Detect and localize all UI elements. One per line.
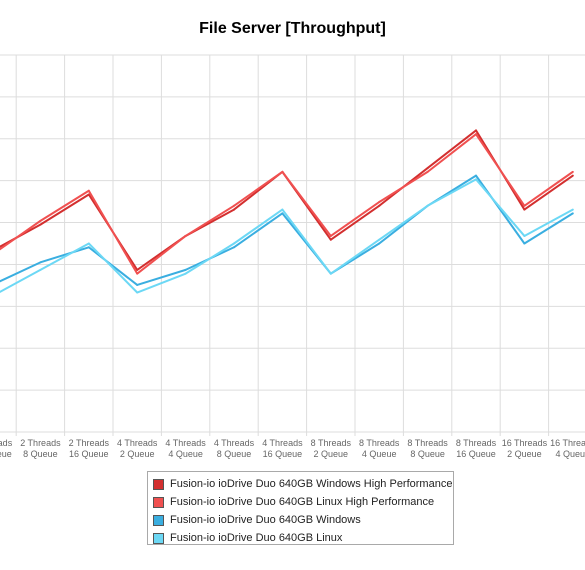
x-tick-label: 16 Queue (263, 449, 303, 459)
x-tick-label: 2 Queue (120, 449, 155, 459)
x-tick-label: 4 Threads (117, 438, 158, 448)
legend-swatch (153, 478, 164, 490)
data-point (39, 261, 42, 264)
data-point (87, 189, 90, 192)
x-tick-label: 4 Queue (362, 449, 397, 459)
data-point (523, 204, 526, 207)
data-point (426, 170, 429, 173)
x-tick-label: 8 Queue (217, 449, 252, 459)
x-tick-label: 8 Threads (407, 438, 448, 448)
data-point (523, 208, 526, 211)
x-tick-label: 8 Threads (456, 438, 497, 448)
data-point (378, 204, 381, 207)
data-point (281, 170, 284, 173)
data-point (39, 219, 42, 222)
data-point (87, 246, 90, 249)
x-tick-label: 2 Queue (507, 449, 542, 459)
data-point (233, 208, 235, 211)
x-tick-label: 16 Queue (69, 449, 109, 459)
chart-legend: Fusion-io ioDrive Duo 640GB Windows High… (147, 471, 454, 545)
legend-label: Fusion-io ioDrive Duo 640GB Linux (170, 532, 343, 544)
data-point (378, 238, 381, 241)
data-point (378, 201, 381, 204)
x-tick-label: 8 Threads (359, 438, 400, 448)
data-point (571, 208, 574, 211)
data-point (329, 234, 332, 237)
data-point (87, 193, 90, 196)
data-point (523, 234, 526, 237)
x-tick-label: 4 Queue (556, 449, 585, 459)
data-point (233, 204, 235, 207)
data-point (475, 133, 477, 136)
legend-swatch (153, 496, 164, 508)
data-point (184, 234, 187, 237)
data-point (184, 272, 187, 275)
data-point (39, 268, 42, 271)
data-point (426, 204, 429, 207)
x-tick-label: 8 Queue (410, 449, 445, 459)
data-point (571, 170, 574, 173)
x-tick-label: 8 Threads (311, 438, 352, 448)
data-point (571, 212, 574, 215)
data-point (136, 283, 139, 286)
x-tick-label: 1 Threads (0, 438, 13, 448)
data-point (136, 291, 139, 294)
x-tick-label: 8 Queue (23, 449, 58, 459)
chart-title: File Server [Throughput] (199, 20, 386, 37)
data-point (184, 268, 187, 271)
data-point (39, 223, 42, 226)
x-tick-label: 16 Queue (456, 449, 496, 459)
data-point (475, 178, 477, 181)
legend-item: Fusion-io ioDrive Duo 640GB Windows (153, 511, 453, 529)
x-tick-label: 2 Queue (314, 449, 349, 459)
data-point (426, 167, 429, 170)
data-point (475, 174, 477, 177)
data-point (523, 242, 526, 245)
data-point (87, 242, 90, 245)
x-tick-label: 4 Threads (262, 438, 303, 448)
data-point (329, 238, 332, 241)
data-point (571, 174, 574, 177)
x-tick-label: 4 Queue (168, 449, 203, 459)
x-tick-label: 4 Threads (214, 438, 255, 448)
data-point (233, 242, 235, 245)
data-point (136, 272, 139, 275)
legend-item: Fusion-io ioDrive Duo 640GB Linux High P… (153, 493, 453, 511)
legend-label: Fusion-io ioDrive Duo 640GB Linux High P… (170, 496, 435, 508)
x-tick-label: 16 Threads (550, 438, 585, 448)
series-line-2 (0, 133, 574, 275)
data-point (475, 129, 477, 132)
x-tick-label: 4 Threads (165, 438, 206, 448)
data-point (233, 246, 235, 249)
data-point (136, 268, 139, 271)
legend-swatch (153, 532, 164, 544)
data-point (329, 272, 332, 275)
x-tick-label: 16 Queue (0, 449, 12, 459)
legend-item: Fusion-io ioDrive Duo 640GB Linux (153, 529, 453, 547)
data-point (281, 208, 284, 211)
legend-label: Fusion-io ioDrive Duo 640GB Windows High… (170, 478, 453, 490)
legend-swatch (153, 514, 164, 526)
data-point (378, 242, 381, 245)
legend-item: Fusion-io ioDrive Duo 640GB Windows High… (153, 475, 453, 493)
legend-label: Fusion-io ioDrive Duo 640GB Windows (170, 514, 361, 526)
x-tick-label: 16 Threads (502, 438, 548, 448)
x-tick-label: 2 Threads (69, 438, 110, 448)
data-point (281, 212, 284, 215)
x-tick-label: 2 Threads (20, 438, 61, 448)
